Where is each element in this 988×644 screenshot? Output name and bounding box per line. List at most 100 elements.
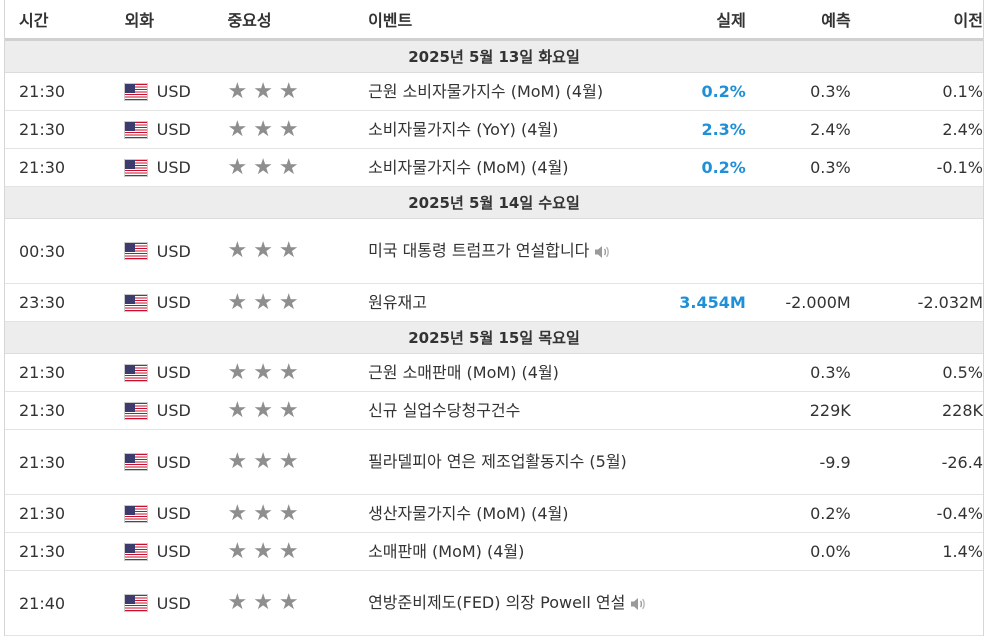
- forecast-value: 2.4%: [745, 110, 851, 149]
- event-time: 23:30: [5, 283, 125, 322]
- importance-stars: ★ ★ ★: [227, 240, 368, 262]
- event-row[interactable]: 21:30 USD ★ ★ ★ 생산자물가지수 (MoM) (4월) 0.2% -0.4%: [5, 494, 983, 533]
- event-time: 21:30: [5, 494, 125, 533]
- star-icon: ★: [278, 397, 299, 423]
- us-flag-icon: [124, 83, 147, 100]
- event-name[interactable]: 근원 소매판매 (MoM) (4월): [368, 362, 559, 382]
- day-header-row: 2025년 5월 15일 목요일: [5, 321, 983, 354]
- star-icon: ★: [253, 238, 273, 263]
- importance-stars: ★ ★ ★: [227, 538, 368, 564]
- currency-cell: USD: [124, 158, 228, 177]
- previous-value: 0.1%: [850, 72, 983, 111]
- forecast-value: [745, 570, 851, 636]
- currency-code: USD: [156, 542, 191, 561]
- star-icon: ★: [278, 590, 299, 615]
- event-row[interactable]: 21:30 USD ★ ★ ★ 근원 소매판매 (MoM) (4월) 0.3% 0.5%: [5, 353, 983, 392]
- forecast-value: 0.2%: [745, 494, 851, 533]
- event-row[interactable]: 23:30 USD ★ ★ ★ 원유재고 3.454M -2.000M -2.032M: [5, 283, 983, 322]
- currency-cell: USD: [124, 120, 228, 139]
- star-icon: ★: [227, 397, 248, 423]
- star-icon: ★: [227, 538, 248, 564]
- currency-cell: USD: [124, 452, 228, 472]
- star-icon: ★: [227, 289, 248, 315]
- currency-cell: USD: [124, 293, 228, 312]
- us-flag-icon: [124, 402, 147, 419]
- importance-stars: ★ ★ ★: [227, 78, 368, 104]
- header-currency[interactable]: 외화: [124, 0, 228, 41]
- currency-code: USD: [156, 363, 191, 382]
- day-label: 2025년 5월 15일 목요일: [5, 321, 983, 354]
- importance-stars: ★ ★ ★: [227, 502, 368, 525]
- star-icon: ★: [253, 590, 273, 615]
- star-icon: ★: [227, 449, 248, 474]
- importance-stars: ★ ★ ★: [227, 116, 368, 142]
- event-time: 21:30: [5, 532, 125, 571]
- importance-stars: ★ ★ ★: [227, 451, 368, 473]
- event-name[interactable]: 원유재고: [368, 292, 427, 312]
- star-icon: ★: [253, 154, 273, 180]
- event-name[interactable]: 미국 대통령 트럼프가 연설합니다: [368, 241, 590, 260]
- event-row[interactable]: 21:30 USD ★ ★ ★ 신규 실업수당청구건수 229K 228K: [5, 391, 983, 430]
- currency-code: USD: [156, 593, 191, 613]
- previous-value: 0.5%: [850, 353, 983, 392]
- event-row[interactable]: 21:40 USD ★ ★ ★ 연방준비제도(FED) 의장 Powell 연설: [5, 570, 983, 636]
- importance-stars: ★ ★ ★: [227, 592, 368, 614]
- header-actual[interactable]: 실제: [663, 0, 746, 41]
- event-time: 00:30: [5, 218, 125, 284]
- forecast-value: 0.3%: [745, 72, 851, 111]
- us-flag-icon: [124, 543, 147, 560]
- currency-cell: USD: [124, 504, 228, 523]
- header-time[interactable]: 시간: [5, 0, 125, 41]
- forecast-value: -9.9: [745, 429, 851, 495]
- event-row[interactable]: 21:30 USD ★ ★ ★ 소매판매 (MoM) (4월) 0.0% 1.4%: [5, 532, 983, 571]
- event-name[interactable]: 신규 실업수당청구건수: [368, 400, 521, 420]
- event-time: 21:30: [5, 429, 125, 495]
- us-flag-icon: [124, 454, 147, 470]
- currency-code: USD: [156, 82, 191, 101]
- event-name[interactable]: 생산자물가지수 (MoM) (4월): [368, 503, 569, 523]
- us-flag-icon: [124, 243, 147, 259]
- currency-code: USD: [156, 241, 191, 261]
- star-icon: ★: [253, 116, 273, 142]
- event-row[interactable]: 00:30 USD ★ ★ ★ 미국 대통령 트럼프가 연설합니다: [5, 218, 983, 284]
- star-icon: ★: [227, 154, 248, 180]
- forecast-value: -2.000M: [745, 283, 851, 322]
- forecast-value: 0.0%: [745, 532, 851, 571]
- currency-code: USD: [156, 452, 191, 472]
- actual-value: 0.2%: [701, 82, 746, 101]
- importance-stars: ★ ★ ★: [227, 154, 368, 180]
- currency-cell: USD: [124, 241, 228, 261]
- previous-value: [850, 570, 983, 636]
- currency-cell: USD: [124, 542, 228, 561]
- event-name[interactable]: 소매판매 (MoM) (4월): [368, 541, 525, 561]
- forecast-value: [745, 218, 851, 284]
- event-name[interactable]: 소비자물가지수 (YoY) (4월): [368, 119, 559, 139]
- star-icon: ★: [253, 449, 273, 474]
- event-name[interactable]: 연방준비제도(FED) 의장 Powell 연설: [368, 593, 626, 612]
- importance-stars: ★ ★ ★: [227, 289, 368, 315]
- event-time: 21:30: [5, 72, 125, 111]
- economic-calendar: 시간 외화 중요성 이벤트 실제 예측 이전 2025년 5월 13일 화요일 2…: [4, 0, 984, 636]
- event-row[interactable]: 21:30 USD ★ ★ ★ 필라델피아 연은 제조업활동지수 (5월) -9.9 -26.…: [5, 429, 983, 495]
- currency-cell: USD: [124, 593, 228, 613]
- header-importance[interactable]: 중요성: [227, 0, 369, 41]
- previous-value: -0.4%: [850, 494, 983, 533]
- us-flag-icon: [124, 121, 147, 138]
- event-row[interactable]: 21:30 USD ★ ★ ★ 근원 소비자물가지수 (MoM) (4월) 0.2% 0.3%…: [5, 72, 983, 111]
- star-icon: ★: [278, 359, 299, 385]
- event-row[interactable]: 21:30 USD ★ ★ ★ 소비자물가지수 (YoY) (4월) 2.3% 2.4% 2.4…: [5, 110, 983, 149]
- event-name[interactable]: 소비자물가지수 (MoM) (4월): [368, 157, 569, 177]
- forecast-value: 0.3%: [745, 353, 851, 392]
- header-event[interactable]: 이벤트: [368, 0, 664, 41]
- star-icon: ★: [278, 538, 299, 564]
- us-flag-icon: [124, 364, 147, 381]
- star-icon: ★: [278, 449, 299, 474]
- star-icon: ★: [227, 78, 248, 104]
- star-icon: ★: [253, 538, 273, 564]
- event-time: 21:40: [5, 570, 125, 636]
- event-name[interactable]: 근원 소비자물가지수 (MoM) (4월): [368, 81, 604, 101]
- event-name[interactable]: 필라델피아 연은 제조업활동지수 (5월): [368, 452, 627, 471]
- header-previous[interactable]: 이전: [850, 0, 983, 41]
- header-forecast[interactable]: 예측: [745, 0, 851, 41]
- event-row[interactable]: 21:30 USD ★ ★ ★ 소비자물가지수 (MoM) (4월) 0.2% 0.3% -0.…: [5, 148, 983, 187]
